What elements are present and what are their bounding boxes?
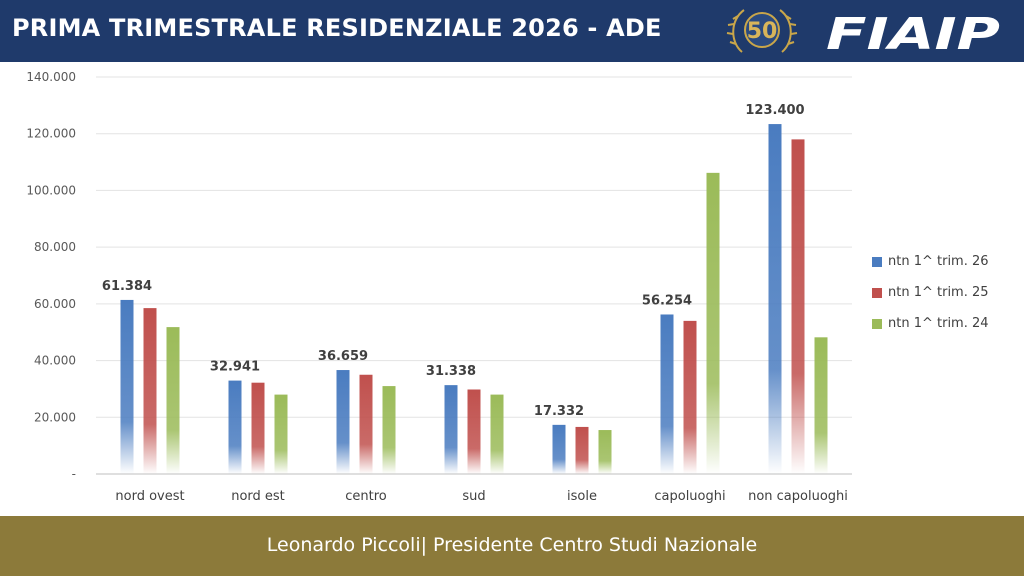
x-tick-label: isole	[567, 489, 597, 504]
bar	[336, 370, 350, 474]
footer-bar: Leonardo Piccoli| Presidente Centro Stud…	[0, 516, 1024, 576]
brand-text: FIAIP	[826, 10, 1000, 54]
y-tick-label: 140.000	[26, 70, 76, 84]
legend-swatch	[872, 318, 882, 329]
legend-swatch	[872, 256, 882, 267]
legend-swatch	[872, 287, 882, 298]
legend-item: ntn 1^ trim. 24	[872, 308, 989, 339]
legend-label: ntn 1^ trim. 25	[888, 285, 989, 300]
bar	[382, 386, 396, 474]
x-tick-label: nord est	[231, 489, 285, 504]
bar	[768, 124, 782, 474]
bar	[814, 337, 828, 474]
bar	[791, 139, 805, 474]
page-title: PRIMA TRIMESTRALE RESIDENZIALE 2026 - AD…	[12, 14, 662, 42]
chart-legend: ntn 1^ trim. 26 ntn 1^ trim. 25 ntn 1^ t…	[872, 246, 989, 339]
bar	[598, 430, 612, 474]
y-tick-label: 60.000	[34, 297, 76, 311]
x-tick-label: nord ovest	[115, 489, 184, 504]
fiaip-logo: FIAIP	[826, 10, 1000, 54]
bar	[490, 394, 504, 474]
y-tick-label: -	[72, 467, 76, 481]
y-tick-label: 120.000	[26, 127, 76, 141]
x-tick-label: non capoluoghi	[748, 489, 848, 504]
legend-label: ntn 1^ trim. 24	[888, 316, 989, 331]
bar-chart: - 20.000 40.000 60.000 80.000 100.000 120.000 1…	[26, 70, 852, 504]
bar	[359, 374, 373, 474]
bar	[467, 389, 481, 474]
anniversary-badge: 50	[726, 9, 798, 53]
y-tick-label: 40.000	[34, 354, 76, 368]
data-label: 61.384	[102, 279, 152, 294]
header-bar: PRIMA TRIMESTRALE RESIDENZIALE 2026 - AD…	[0, 0, 1024, 62]
bar	[143, 308, 157, 474]
bar	[444, 385, 458, 474]
data-label: 17.332	[534, 404, 584, 419]
bar	[274, 394, 288, 474]
y-tick-label: 80.000	[34, 240, 76, 254]
data-label: 36.659	[318, 349, 368, 364]
bar	[166, 327, 180, 474]
data-label: 56.254	[642, 293, 692, 308]
bar	[120, 299, 134, 474]
bar	[251, 382, 265, 474]
data-label: 123.400	[745, 103, 804, 118]
bar	[575, 426, 589, 474]
y-tick-label: 20.000	[34, 410, 76, 424]
footer-caption: Leonardo Piccoli| Presidente Centro Stud…	[266, 534, 758, 556]
bar	[660, 314, 674, 474]
bar	[706, 172, 720, 474]
y-tick-label: 100.000	[26, 183, 76, 197]
badge-number: 50	[747, 19, 778, 44]
x-tick-label: centro	[345, 489, 387, 504]
laurel-icon	[726, 9, 798, 53]
data-label: 31.338	[426, 364, 476, 379]
bar	[228, 380, 242, 474]
legend-item: ntn 1^ trim. 26	[872, 246, 989, 277]
bar	[683, 320, 697, 474]
legend-item: ntn 1^ trim. 25	[872, 277, 989, 308]
x-tick-label: capoluoghi	[654, 489, 725, 504]
bar	[552, 424, 566, 474]
legend-label: ntn 1^ trim. 26	[888, 254, 989, 269]
x-tick-label: sud	[462, 489, 485, 504]
data-label: 32.941	[210, 360, 260, 375]
